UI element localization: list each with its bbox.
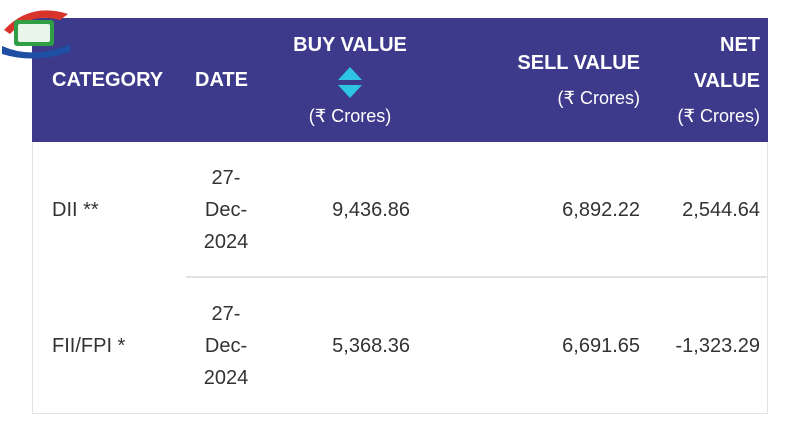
cell-text: 6,691.65: [562, 334, 640, 357]
table-cell: DII **: [52, 142, 182, 277]
logo: [2, 10, 70, 59]
header-title: BUY VALUE: [293, 34, 407, 56]
table-cell: 2,544.64: [650, 142, 760, 277]
sort-icon[interactable]: [337, 65, 363, 99]
cell-text: -1,323.29: [675, 334, 760, 357]
header-title: SELL VALUE: [517, 52, 640, 74]
table-cell: -1,323.29: [650, 278, 760, 413]
header-title: DATE: [195, 69, 248, 91]
cell-text: 5,368.36: [332, 334, 410, 357]
header-title-wrap: BUY VALUE: [285, 27, 415, 99]
table-cell: 9,436.86: [270, 142, 410, 277]
table-cell: 5,368.36: [270, 278, 410, 413]
header-cell: DATE: [195, 18, 265, 142]
cell-text: 9,436.86: [332, 198, 410, 221]
cell-text: FII/FPI *: [52, 334, 126, 357]
table-cell: 6,691.65: [440, 278, 640, 413]
cell-text: 6,892.22: [562, 198, 640, 221]
cell-text: 27-Dec-2024: [203, 166, 249, 253]
cell-text: DII **: [52, 198, 99, 221]
table-cell: FII/FPI *: [52, 278, 182, 413]
header-title: CATEGORY: [52, 69, 164, 91]
table-cell: 27-Dec-2024: [196, 142, 256, 277]
cell-text: 2,544.64: [682, 198, 760, 221]
header-title: NET VALUE: [693, 34, 760, 92]
table-body: [32, 142, 768, 414]
table-cell: 27-Dec-2024: [196, 278, 256, 413]
header-unit: (₹ Crores): [557, 88, 640, 108]
row-divider: [186, 276, 768, 278]
header-cell: CATEGORY: [52, 18, 182, 142]
header-unit: (₹ Crores): [308, 106, 392, 126]
cell-text: 27-Dec-2024: [203, 302, 249, 389]
header-unit: (₹ Crores): [677, 106, 760, 126]
table-cell: 6,892.22: [440, 142, 640, 277]
header-cell: NET VALUE (₹ Crores): [658, 18, 760, 142]
header-cell: SELL VALUE (₹ Crores): [470, 18, 640, 142]
table-header: [32, 18, 768, 142]
header-cell[interactable]: BUY VALUE (₹ Crores): [285, 18, 415, 142]
